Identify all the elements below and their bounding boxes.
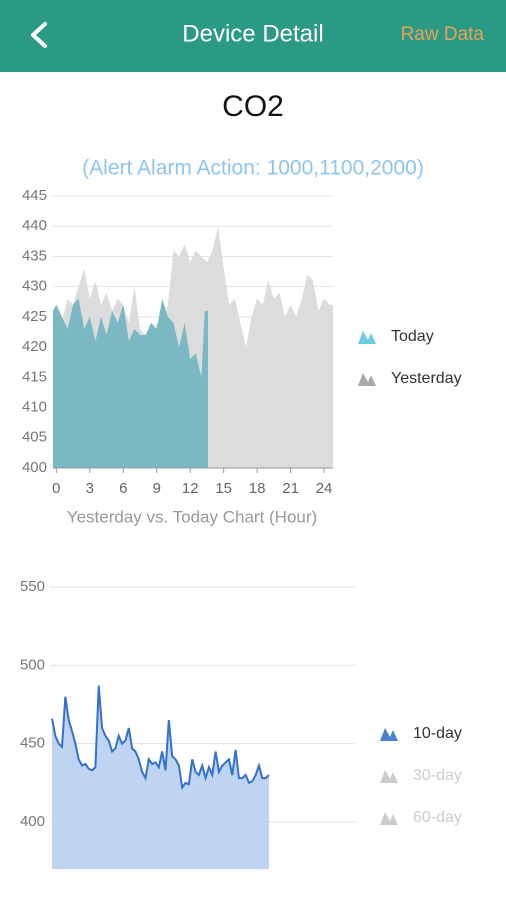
legend-label: 30-day	[413, 767, 462, 784]
legend-label: Yesterday	[391, 370, 462, 387]
back-button[interactable]	[31, 22, 47, 48]
area-fill	[52, 685, 269, 869]
header-bar	[0, 0, 506, 72]
y-tick-label: 415	[22, 368, 47, 385]
y-tick-label: 445	[22, 187, 47, 204]
x-tick-label: 12	[182, 480, 199, 497]
legend-icon	[358, 373, 376, 386]
area	[53, 298, 209, 468]
page-title: CO2	[222, 90, 284, 123]
raw-data-button[interactable]: Raw Data	[401, 24, 485, 45]
x-tick-label: 6	[119, 480, 127, 497]
x-tick-label: 24	[316, 480, 333, 497]
y-tick-label: 430	[22, 278, 47, 295]
y-tick-label: 400	[22, 459, 47, 476]
y-tick-label: 410	[22, 399, 47, 416]
x-tick-label: 18	[249, 480, 266, 497]
y-tick-label: 405	[22, 429, 47, 446]
x-tick-label: 0	[52, 480, 60, 497]
x-tick-label: 21	[282, 480, 299, 497]
x-tick-label: 15	[215, 480, 232, 497]
y-tick-label: 450	[20, 735, 45, 752]
legend-icon	[380, 770, 398, 783]
x-tick-label: 3	[86, 480, 94, 497]
y-tick-label: 440	[22, 217, 47, 234]
header-title: Device Detail	[182, 20, 323, 47]
y-tick-label: 400	[20, 813, 45, 830]
y-tick-label: 425	[22, 308, 47, 325]
y-tick-label: 435	[22, 247, 47, 264]
y-tick-label: 550	[20, 578, 45, 595]
line	[51, 685, 270, 791]
alert-subtitle: (Alert Alarm Action: 1000,1100,2000)	[82, 157, 424, 180]
y-tick-label: 420	[22, 338, 47, 355]
y-tick-label: 500	[20, 656, 45, 673]
x-axis-label: Yesterday vs. Today Chart (Hour)	[67, 507, 317, 526]
legend-icon	[380, 812, 398, 825]
legend-label: 60-day	[413, 809, 462, 826]
legend-label: Today	[391, 328, 434, 345]
legend-icon	[380, 728, 398, 741]
legend-icon	[358, 331, 376, 344]
x-tick-label: 9	[153, 480, 161, 497]
legend-label: 10-day	[413, 725, 462, 742]
